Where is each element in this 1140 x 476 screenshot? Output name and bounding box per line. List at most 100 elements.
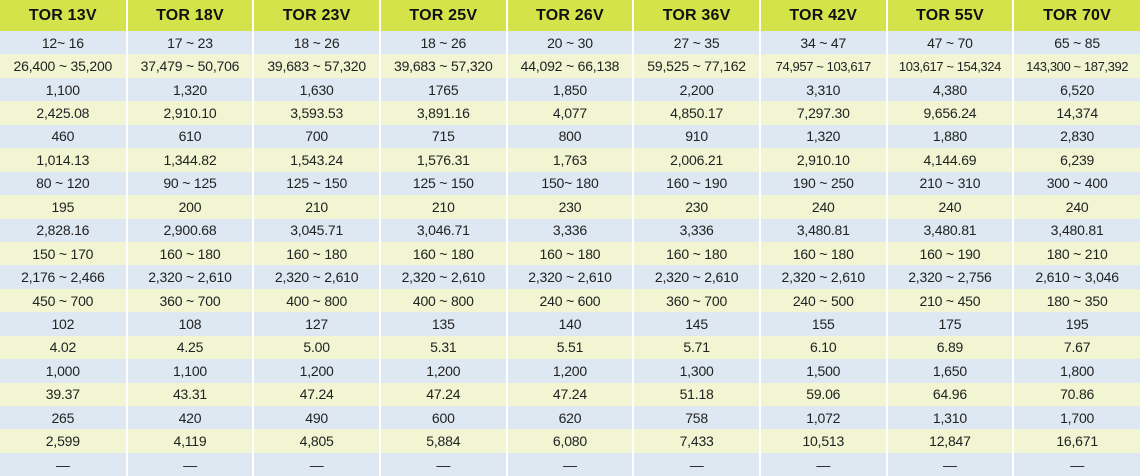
- table-cell: 43.31: [125, 382, 254, 406]
- table-cell: 1,700: [1012, 406, 1140, 430]
- table-cell: 59,525 ~ 77,162: [632, 54, 760, 78]
- table-cell: —: [758, 452, 887, 476]
- table-cell: 90 ~ 125: [125, 171, 254, 196]
- table-cell: 27 ~ 35: [632, 31, 760, 55]
- table-row: 39.37 43.31 47.24 47.24 47.24 51.18 59.06 64.96…: [0, 382, 1140, 406]
- table-cell: 3,310: [758, 77, 887, 102]
- table-cell: 180 ~ 210: [1012, 241, 1140, 266]
- table-cell: 3,336: [505, 218, 634, 242]
- table-cell: 70.86: [1012, 382, 1140, 406]
- table-row: 2,176 ~ 2,466 2,320 ~ 2,610 2,320 ~ 2,610 2…: [0, 265, 1140, 289]
- table-cell: 6.89: [885, 335, 1014, 360]
- table-cell: 140: [505, 312, 634, 336]
- table-cell: 1,072: [758, 406, 887, 430]
- column-header: TOR 13V: [0, 0, 127, 31]
- table-cell: 2,830: [1012, 124, 1140, 149]
- column-header: TOR 23V: [252, 0, 380, 31]
- table-cell: 1,300: [632, 359, 760, 383]
- table-cell: 620: [505, 406, 634, 430]
- table-cell: 2,320 ~ 2,756: [885, 265, 1014, 289]
- table-cell: 4.25: [125, 335, 254, 360]
- table-cell: 6,080: [505, 429, 634, 453]
- table-cell: 1,800: [1012, 359, 1140, 383]
- table-row: 195 200 210 210 230 230 240 240 240: [0, 195, 1140, 219]
- table-cell: 200: [125, 195, 254, 219]
- table-cell: 4,077: [505, 101, 634, 125]
- table-cell: 2,320 ~ 2,610: [378, 265, 507, 289]
- table-cell: 2,910.10: [758, 148, 887, 172]
- table-cell: 160 ~ 190: [632, 171, 760, 196]
- table-cell: 160 ~ 190: [885, 241, 1014, 266]
- table-cell: 37,479 ~ 50,706: [125, 54, 254, 78]
- table-cell: 190 ~ 250: [758, 171, 887, 196]
- table-cell: 3,336: [632, 218, 760, 242]
- table-cell: 1,576.31: [378, 148, 507, 172]
- table-cell: 3,480.81: [758, 218, 887, 242]
- table-cell: 195: [1012, 312, 1140, 336]
- table-cell: 103,617 ~ 154,324: [885, 54, 1014, 78]
- table-cell: 2,610 ~ 3,046: [1012, 265, 1140, 289]
- table-cell: 1,344.82: [125, 148, 254, 172]
- table-cell: 2,599: [0, 429, 127, 453]
- table-cell: 12~ 16: [0, 31, 127, 55]
- column-header: TOR 36V: [632, 0, 760, 31]
- table-cell: 4,805: [252, 429, 380, 453]
- table-row: — — — — — — — — —: [0, 452, 1140, 476]
- table-cell: 4.02: [0, 335, 127, 360]
- table-cell: 5,884: [378, 429, 507, 453]
- table-cell: —: [125, 452, 254, 476]
- table-cell: 125 ~ 150: [252, 171, 380, 196]
- table-cell: 150 ~ 170: [0, 241, 127, 266]
- table-cell: 600: [378, 406, 507, 430]
- table-cell: 3,480.81: [885, 218, 1014, 242]
- table-cell: 910: [632, 124, 760, 149]
- table-cell: 240: [758, 195, 887, 219]
- table-cell: 7,433: [632, 429, 760, 453]
- table-cell: 3,480.81: [1012, 218, 1140, 242]
- table-cell: 1,100: [0, 77, 127, 102]
- table-cell: 47.24: [505, 382, 634, 406]
- table-cell: 16,671: [1012, 429, 1140, 453]
- table-row: 460 610 700 715 800 910 1,320 1,880 2,830: [0, 124, 1140, 149]
- table-cell: 64.96: [885, 382, 1014, 406]
- table-cell: 1,200: [505, 359, 634, 383]
- table-cell: —: [505, 452, 634, 476]
- table-cell: 26,400 ~ 35,200: [0, 54, 127, 78]
- table-row: 450 ~ 700 360 ~ 700 400 ~ 800 400 ~ 800 240 …: [0, 288, 1140, 313]
- table-cell: 265: [0, 406, 127, 430]
- table-cell: 145: [632, 312, 760, 336]
- table-cell: 74,957 ~ 103,617: [758, 54, 887, 78]
- table-cell: 2,320 ~ 2,610: [758, 265, 887, 289]
- table-cell: —: [632, 452, 760, 476]
- table-cell: 125 ~ 150: [378, 171, 507, 196]
- table-cell: 18 ~ 26: [252, 31, 380, 55]
- table-cell: 1,310: [885, 406, 1014, 430]
- table-cell: 240: [885, 195, 1014, 219]
- table-cell: —: [378, 452, 507, 476]
- table-cell: 400 ~ 800: [252, 288, 380, 313]
- table-cell: 47.24: [378, 382, 507, 406]
- table-cell: 1,630: [252, 77, 380, 102]
- table-cell: —: [0, 452, 127, 476]
- table-cell: 160 ~ 180: [505, 241, 634, 266]
- table-cell: 230: [505, 195, 634, 219]
- table-cell: 14,374: [1012, 101, 1140, 125]
- table-cell: 758: [632, 406, 760, 430]
- table-cell: 143,300 ~ 187,392: [1012, 54, 1140, 78]
- table-cell: 1,500: [758, 359, 887, 383]
- table-cell: 1,200: [252, 359, 380, 383]
- table-cell: 20 ~ 30: [505, 31, 634, 55]
- table-row: 102 108 127 135 140 145 155 175 195: [0, 312, 1140, 336]
- table-cell: 127: [252, 312, 380, 336]
- table-cell: 420: [125, 406, 254, 430]
- table-cell: 160 ~ 180: [252, 241, 380, 266]
- table-cell: 160 ~ 180: [125, 241, 254, 266]
- table-cell: 5.71: [632, 335, 760, 360]
- table-cell: 135: [378, 312, 507, 336]
- table-row: 1,000 1,100 1,200 1,200 1,200 1,300 1,500 1,650…: [0, 359, 1140, 383]
- table-cell: 155: [758, 312, 887, 336]
- table-cell: 2,176 ~ 2,466: [0, 265, 127, 289]
- table-cell: 300 ~ 400: [1012, 171, 1140, 196]
- table-cell: 460: [0, 124, 127, 149]
